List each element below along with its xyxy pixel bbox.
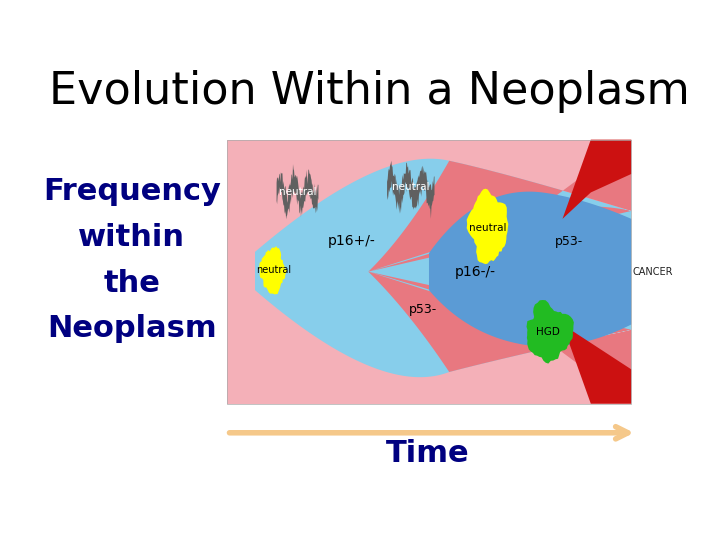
Text: neutral: neutral — [469, 223, 506, 233]
Text: Frequency: Frequency — [43, 177, 221, 206]
Polygon shape — [467, 188, 508, 264]
Text: the: the — [104, 268, 161, 298]
Polygon shape — [387, 161, 434, 219]
Text: p53-: p53- — [554, 235, 582, 248]
Text: HGD: HGD — [536, 327, 560, 338]
Text: p16+/-: p16+/- — [328, 234, 376, 248]
Polygon shape — [227, 140, 631, 404]
Bar — [227, 140, 631, 404]
Text: neutral: neutral — [256, 265, 291, 275]
Polygon shape — [562, 325, 631, 404]
Polygon shape — [259, 246, 287, 294]
Polygon shape — [562, 140, 631, 219]
Text: CANCER: CANCER — [632, 267, 673, 276]
Text: Evolution Within a Neoplasm: Evolution Within a Neoplasm — [49, 70, 689, 113]
Text: Time: Time — [386, 439, 469, 468]
Text: neutral: neutral — [392, 182, 430, 192]
Text: Neoplasm: Neoplasm — [47, 314, 217, 343]
Text: p53-: p53- — [409, 303, 437, 316]
Polygon shape — [369, 272, 631, 404]
Polygon shape — [369, 140, 631, 272]
Text: within: within — [78, 223, 185, 252]
Polygon shape — [255, 159, 631, 377]
Polygon shape — [276, 164, 318, 219]
Text: neutral: neutral — [279, 187, 316, 198]
Polygon shape — [526, 300, 574, 363]
Text: p16-/-: p16-/- — [455, 265, 496, 279]
Polygon shape — [429, 192, 631, 347]
